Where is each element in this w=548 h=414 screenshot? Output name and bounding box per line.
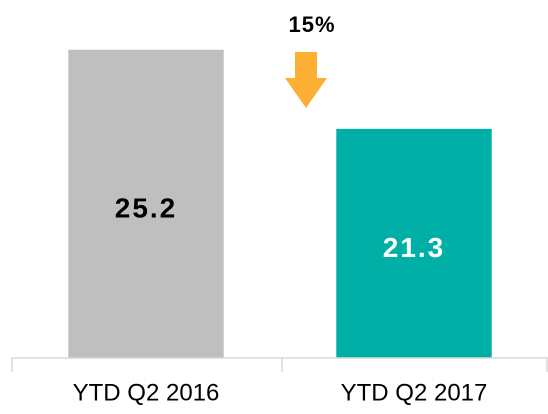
bar bbox=[336, 128, 492, 358]
annotation: 15% bbox=[288, 12, 335, 37]
x-tick-label: YTD Q2 2016 bbox=[73, 379, 220, 406]
down-arrow bbox=[285, 52, 327, 108]
x-tick-label: YTD Q2 2017 bbox=[341, 379, 488, 406]
axis bbox=[11, 357, 548, 372]
value-label: 21.3 bbox=[383, 232, 446, 263]
bar bbox=[68, 49, 224, 359]
value-label: 25.2 bbox=[115, 192, 178, 223]
